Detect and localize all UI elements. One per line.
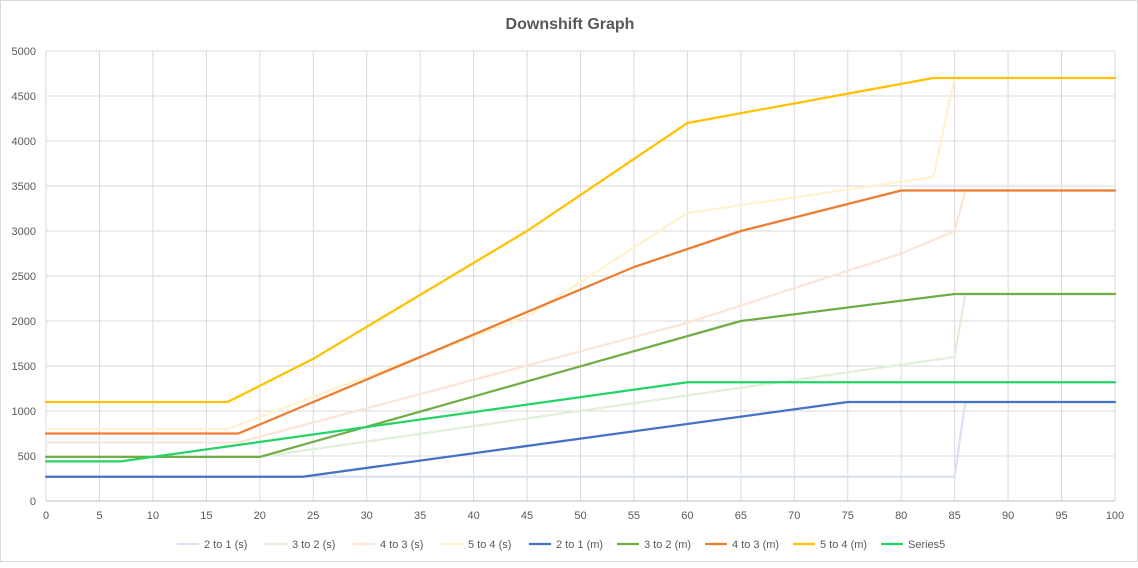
x-tick-label: 90	[1002, 510, 1014, 522]
x-tick-label: 85	[949, 510, 961, 522]
legend: 2 to 1 (s) 3 to 2 (s) 4 to 3 (s) 5 to 4 (s)…	[177, 539, 945, 551]
x-tick-label: 100	[1106, 510, 1124, 522]
x-tick-label: 55	[628, 510, 640, 522]
legend-label: Series5	[908, 539, 945, 551]
x-tick-label: 0	[43, 510, 49, 522]
y-tick-label: 0	[30, 496, 36, 508]
series-group	[44, 76, 1117, 478]
y-tick-label: 2500	[12, 271, 36, 283]
series-line-9	[44, 381, 1117, 463]
x-tick-label: 95	[1055, 510, 1067, 522]
x-tick-label: 5	[96, 510, 102, 522]
y-tick-label: 1000	[12, 406, 36, 418]
x-tick-label: 40	[467, 510, 479, 522]
x-tick-label: 10	[147, 510, 159, 522]
legend-label: 4 to 3 (m)	[732, 539, 779, 551]
y-tick-label: 4000	[12, 136, 36, 148]
series-line-8	[44, 76, 1117, 404]
x-tick-label: 65	[735, 510, 747, 522]
y-tick-label: 500	[18, 451, 36, 463]
x-tick-label: 30	[361, 510, 373, 522]
series-line-5	[44, 400, 1117, 478]
x-tick-label: 80	[895, 510, 907, 522]
y-tick-label: 5000	[12, 46, 36, 58]
x-tick-label: 50	[574, 510, 586, 522]
series-line-7	[44, 189, 1117, 435]
x-tick-label: 25	[307, 510, 319, 522]
chart-title: Downshift Graph	[506, 16, 635, 33]
legend-label: 2 to 1 (m)	[556, 539, 603, 551]
x-tick-label: 35	[414, 510, 426, 522]
legend-label: 3 to 2 (m)	[644, 539, 691, 551]
legend-label: 4 to 3 (s)	[380, 539, 423, 551]
x-tick-label: 15	[200, 510, 212, 522]
y-tick-label: 1500	[12, 361, 36, 373]
legend-label: 5 to 4 (s)	[468, 539, 511, 551]
legend-label: 3 to 2 (s)	[292, 539, 335, 551]
y-tick-label: 2000	[12, 316, 36, 328]
x-tick-label: 20	[254, 510, 266, 522]
grid	[45, 50, 1116, 501]
y-tick-label: 3000	[12, 226, 36, 238]
legend-label: 2 to 1 (s)	[204, 539, 247, 551]
x-tick-label: 45	[521, 510, 533, 522]
axes: 0500100015002000250030003500400045005000…	[12, 46, 1125, 522]
y-tick-label: 3500	[12, 181, 36, 193]
y-tick-label: 4500	[12, 91, 36, 103]
series-line-6	[44, 292, 1117, 459]
x-tick-label: 60	[681, 510, 693, 522]
x-tick-label: 75	[842, 510, 854, 522]
x-tick-label: 70	[788, 510, 800, 522]
legend-label: 5 to 4 (m)	[820, 539, 867, 551]
